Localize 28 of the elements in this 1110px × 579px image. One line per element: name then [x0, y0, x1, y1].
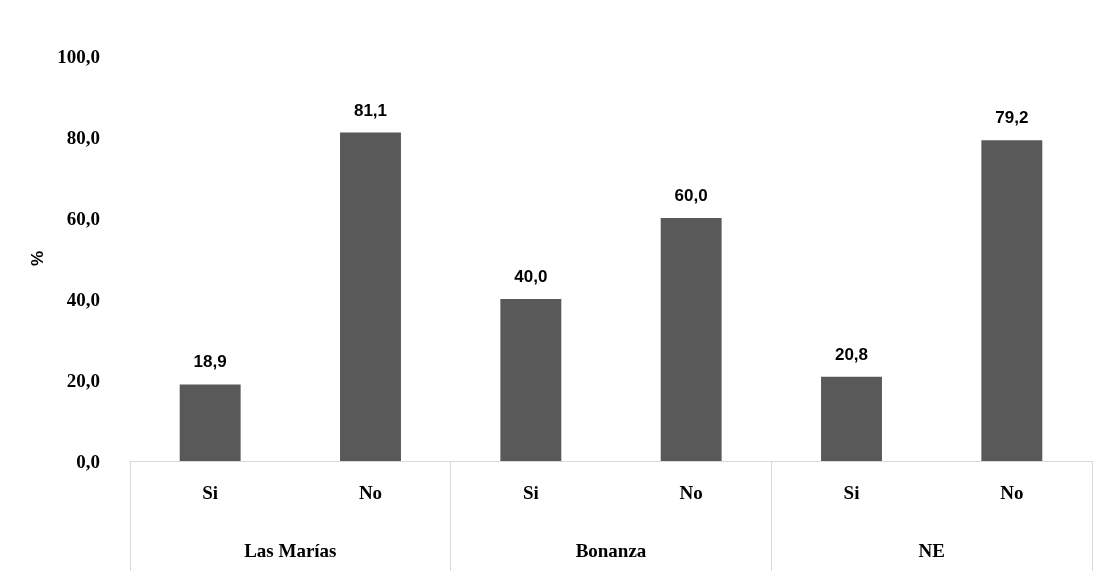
bar: [179, 384, 241, 461]
text: Las Marías: [244, 540, 337, 561]
text: NE: [918, 540, 945, 561]
y-tick-label: 100,0: [57, 45, 100, 67]
x-tick-label: Si: [202, 482, 219, 503]
x-tick-label: Si: [522, 482, 539, 503]
y-tick-label: 20,0: [66, 369, 100, 391]
bar: [340, 132, 401, 461]
bar: [660, 218, 722, 461]
bar: [981, 140, 1043, 461]
text: Bonanza: [575, 540, 647, 561]
data-label: 20,8: [834, 344, 869, 364]
y-axis-title: %: [28, 250, 48, 267]
x-tick-label: Si: [843, 482, 860, 503]
x-tick-label: No: [1000, 482, 1024, 503]
bar: [821, 376, 882, 461]
x-tick-label: No: [679, 482, 703, 503]
data-label: 40,0: [514, 267, 548, 286]
data-label: 81,1: [353, 100, 388, 120]
bar: [500, 299, 562, 461]
x-tick-label: No: [358, 482, 383, 503]
data-label: 18,9: [193, 352, 227, 372]
y-tick-label: 80,0: [66, 126, 100, 148]
y-tick-label: 0,0: [76, 450, 100, 472]
y-tick-label: 40,0: [66, 288, 100, 310]
data-label: 60,0: [674, 186, 708, 205]
data-label: 79,2: [995, 108, 1029, 128]
y-tick-label: 60,0: [66, 207, 100, 229]
